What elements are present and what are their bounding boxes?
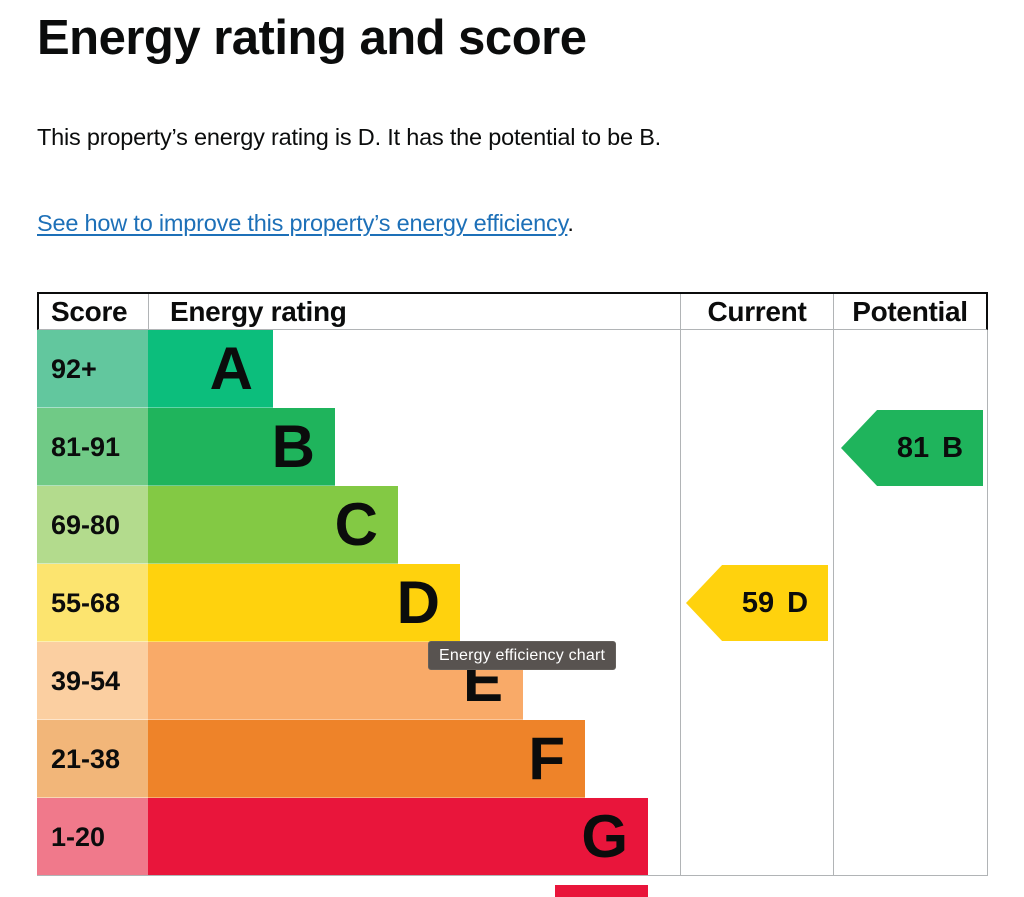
potential-band-letter: B [942,431,964,464]
header-current: Current [680,294,833,329]
band-row-c: 69-80 C [37,486,988,564]
rating-summary-text: This property’s energy rating is D. It h… [37,124,662,150]
band-row-f: 21-38 F [37,720,988,798]
bottom-red-strip [555,885,648,897]
current-score-value: 59 [741,586,775,619]
band-bar-b: B [148,408,335,486]
column-divider-potential [833,330,834,876]
band-row-g: 1-20 G [37,798,988,876]
chart-bottom-border [37,875,988,876]
improve-line: See how to improve this property’s energ… [37,210,574,237]
column-divider-right [987,330,988,876]
score-range-c: 69-80 [37,486,148,564]
header-score: Score [51,295,128,327]
hover-tooltip: Energy efficiency chart [428,641,617,670]
score-range-e: 39-54 [37,642,148,720]
score-range-d: 55-68 [37,564,148,642]
band-bar-f: F [148,720,585,798]
energy-efficiency-chart[interactable]: Score Energy rating Current Potential 92… [37,292,988,876]
band-bar-d: D [148,564,460,642]
chart-body: 92+ A 81-91 B 69-80 C 55-68 D 39-54 E 21… [37,330,988,876]
band-bar-a: A [148,330,273,408]
improve-efficiency-link[interactable]: See how to improve this property’s energ… [37,210,568,236]
band-row-b: 81-91 B [37,408,988,486]
band-row-d: 55-68 D [37,564,988,642]
score-range-a: 92+ [37,330,148,408]
score-range-g: 1-20 [37,798,148,876]
band-bar-c: C [148,486,398,564]
page-title: Energy rating and score [37,11,587,65]
score-range-f: 21-38 [37,720,148,798]
column-divider-current [680,330,681,876]
header-energy-rating: Energy rating [148,294,680,329]
current-band-letter: D [787,586,809,619]
score-range-b: 81-91 [37,408,148,486]
chart-header-row: Score Energy rating Current Potential [37,292,988,330]
link-suffix: . [567,210,574,236]
potential-score-value: 81 [896,431,930,464]
band-bar-g: G [148,798,648,876]
header-potential: Potential [833,294,986,329]
band-row-a: 92+ A [37,330,988,408]
